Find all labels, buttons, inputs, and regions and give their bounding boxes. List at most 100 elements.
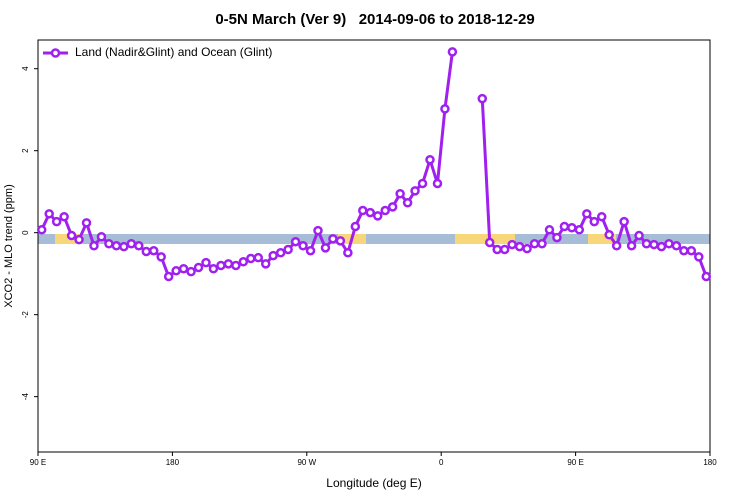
point — [574, 225, 585, 235]
point — [51, 216, 62, 227]
point — [320, 243, 331, 253]
point — [372, 211, 383, 221]
y-tick-label: 0 — [21, 230, 30, 235]
point — [417, 178, 428, 189]
point — [59, 211, 69, 222]
y-tick-label: -4 — [21, 393, 30, 401]
x-tick-label: 90 E — [567, 458, 583, 467]
point — [552, 232, 562, 243]
y-tick-label: 4 — [21, 66, 30, 71]
legend-label: Land (Nadir&Glint) and Ocean (Glint) — [75, 45, 272, 59]
point — [283, 244, 293, 255]
point — [343, 248, 353, 258]
point — [335, 236, 346, 246]
point — [365, 207, 376, 218]
point — [350, 221, 361, 232]
point — [440, 104, 450, 114]
point — [44, 209, 54, 219]
point — [298, 241, 308, 251]
point — [380, 205, 390, 216]
point — [596, 211, 607, 222]
point — [425, 154, 435, 165]
point — [694, 252, 704, 262]
point — [275, 248, 286, 258]
point — [477, 93, 488, 104]
point — [231, 260, 241, 271]
point — [589, 216, 600, 227]
point — [679, 245, 689, 256]
point — [387, 202, 398, 212]
ocean-band — [38, 234, 710, 244]
point — [328, 234, 338, 244]
x-tick-label: 90 E — [30, 458, 46, 467]
x-tick-label: 180 — [166, 458, 180, 467]
point — [619, 216, 629, 227]
y-tick-label: -2 — [21, 311, 30, 319]
point — [104, 238, 114, 249]
point — [611, 241, 622, 251]
point — [148, 245, 159, 256]
point — [559, 221, 570, 232]
point — [402, 198, 413, 208]
point — [134, 241, 144, 251]
x-tick-label: 90 W — [297, 458, 316, 467]
point — [201, 257, 211, 268]
point — [66, 230, 77, 241]
point — [126, 238, 137, 249]
point — [305, 245, 316, 256]
point — [514, 241, 525, 252]
point — [701, 271, 712, 282]
point — [81, 218, 92, 228]
point — [163, 271, 174, 282]
point — [567, 223, 577, 233]
legend-marker — [50, 48, 61, 58]
point — [36, 225, 47, 235]
point — [522, 243, 532, 254]
point — [290, 236, 301, 247]
point — [484, 237, 495, 248]
point — [223, 259, 234, 269]
point — [499, 244, 510, 255]
point — [664, 238, 674, 249]
point — [111, 241, 122, 251]
point — [492, 244, 502, 255]
point — [74, 234, 84, 245]
point — [260, 259, 271, 269]
point — [119, 241, 129, 252]
chart-title: 0-5N March (Ver 9) 2014-09-06 to 2018-12… — [215, 11, 534, 28]
point — [634, 230, 644, 241]
point — [238, 257, 249, 267]
point — [268, 250, 278, 261]
point — [582, 209, 592, 219]
point — [96, 232, 107, 242]
point — [432, 178, 443, 189]
point — [529, 238, 540, 249]
y-axis-label: XCO2 - MLO trend (ppm) — [3, 184, 15, 307]
point — [626, 241, 637, 251]
point — [171, 266, 181, 276]
point — [208, 264, 219, 274]
point — [178, 264, 189, 274]
point — [358, 205, 368, 216]
x-axis-label: Longitude (deg E) — [326, 476, 421, 490]
point — [537, 238, 547, 249]
point — [186, 266, 196, 277]
land-band — [455, 234, 515, 244]
x-tick-label: 180 — [703, 458, 717, 467]
point — [656, 241, 667, 252]
point — [395, 188, 405, 199]
point — [604, 229, 614, 240]
point — [246, 253, 256, 264]
point — [671, 241, 682, 251]
point — [89, 241, 99, 251]
point — [193, 262, 204, 273]
point — [686, 245, 697, 256]
x-tick-label: 0 — [439, 458, 444, 467]
point — [313, 225, 323, 236]
point — [410, 186, 420, 196]
point — [141, 246, 152, 257]
point — [641, 238, 652, 249]
plot-frame — [37, 39, 711, 453]
point — [544, 225, 555, 235]
point — [216, 260, 226, 271]
